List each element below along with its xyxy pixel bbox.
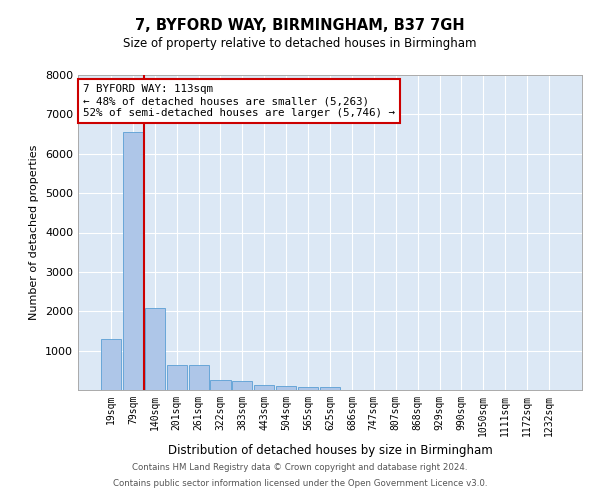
Text: 7, BYFORD WAY, BIRMINGHAM, B37 7GH: 7, BYFORD WAY, BIRMINGHAM, B37 7GH <box>135 18 465 32</box>
Bar <box>276 386 296 390</box>
Bar <box>298 387 318 390</box>
Bar <box>123 132 143 390</box>
Text: Contains HM Land Registry data © Crown copyright and database right 2024.: Contains HM Land Registry data © Crown c… <box>132 464 468 472</box>
X-axis label: Distribution of detached houses by size in Birmingham: Distribution of detached houses by size … <box>167 444 493 458</box>
Text: Contains public sector information licensed under the Open Government Licence v3: Contains public sector information licen… <box>113 478 487 488</box>
Bar <box>320 387 340 390</box>
Bar <box>254 385 274 390</box>
Bar <box>232 381 253 390</box>
Bar <box>101 339 121 390</box>
Text: Size of property relative to detached houses in Birmingham: Size of property relative to detached ho… <box>123 38 477 51</box>
Bar <box>211 380 230 390</box>
Bar <box>145 308 165 390</box>
Y-axis label: Number of detached properties: Number of detached properties <box>29 145 40 320</box>
Text: 7 BYFORD WAY: 113sqm
← 48% of detached houses are smaller (5,263)
52% of semi-de: 7 BYFORD WAY: 113sqm ← 48% of detached h… <box>83 84 395 117</box>
Bar <box>188 365 209 390</box>
Bar <box>167 365 187 390</box>
